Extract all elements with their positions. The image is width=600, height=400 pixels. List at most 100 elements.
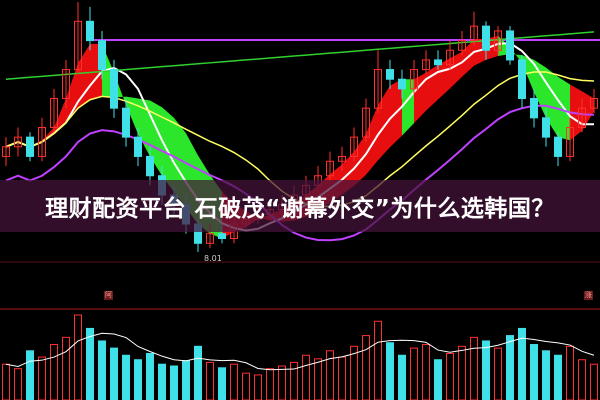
- candle-body: [146, 155, 154, 177]
- volume-bar: [110, 347, 118, 400]
- candle-body: [518, 59, 526, 100]
- candle-body: [470, 25, 478, 42]
- volume-bar: [542, 350, 550, 400]
- volume-bar: [206, 361, 214, 400]
- volume-bar: [74, 314, 82, 400]
- volume-bar: [230, 363, 238, 400]
- volume-bar: [122, 354, 130, 400]
- volume-bar: [290, 361, 298, 400]
- volume-bar: [302, 354, 310, 400]
- volume-bar: [2, 363, 10, 400]
- volume-bar: [470, 336, 478, 400]
- volume-bar: [578, 359, 586, 400]
- candle-body: [590, 98, 598, 109]
- volume-bar: [458, 345, 466, 400]
- volume-bar: [386, 342, 394, 400]
- candle-body: [506, 30, 514, 61]
- low-price-label: 8.01: [204, 254, 222, 263]
- candle-body: [530, 98, 538, 119]
- volume-bar: [518, 327, 526, 400]
- ma-ribbon-segment: [426, 64, 438, 111]
- candle-body: [62, 69, 70, 100]
- volume-bar: [494, 347, 502, 400]
- candle-body: [362, 107, 370, 138]
- volume-bar: [350, 345, 358, 400]
- headline-title: 理财配资平台 石破茂“谢幕外交”为什么选韩国？: [45, 196, 555, 222]
- candle-body: [14, 136, 22, 148]
- volume-ma-line: [5, 332, 595, 371]
- volume-bar: [134, 359, 142, 400]
- volume-bar: [590, 363, 598, 400]
- candle-body: [494, 30, 502, 51]
- candle-body: [350, 136, 358, 157]
- candle-body: [338, 155, 346, 162]
- volume-bar: [62, 336, 70, 400]
- candle-body: [398, 78, 406, 90]
- candle-body: [578, 107, 586, 128]
- volume-bar: [254, 374, 262, 400]
- ma-ribbon-segment: [534, 59, 546, 118]
- volume-bar: [170, 365, 178, 400]
- volume-bar: [398, 354, 406, 400]
- candle-body: [434, 59, 442, 66]
- candle-body: [86, 20, 94, 42]
- volume-bar: [86, 327, 94, 400]
- volume-bar: [14, 368, 22, 400]
- volume-bar: [362, 335, 370, 400]
- volume-bar: [266, 368, 274, 400]
- volume-bar: [554, 354, 562, 400]
- volume-bar: [506, 335, 514, 400]
- candle-body: [74, 20, 82, 71]
- candle-body: [554, 136, 562, 157]
- volume-bar: [530, 344, 538, 400]
- volume-bar: [158, 363, 166, 400]
- candle-body: [542, 117, 550, 138]
- volume-bar: [218, 367, 226, 400]
- candle-body: [38, 126, 46, 157]
- candle-body: [218, 233, 226, 239]
- candle-body: [122, 107, 130, 138]
- volume-bar: [338, 356, 346, 400]
- headline-banner: 理财配资平台 石破茂“谢幕外交”为什么选韩国？: [0, 180, 600, 232]
- ma-long-line: [5, 31, 595, 80]
- candle-body: [482, 25, 490, 51]
- ma-ribbon-segment: [366, 104, 378, 175]
- candle-body: [134, 136, 142, 157]
- candle-body: [458, 40, 466, 51]
- volume-bar: [374, 320, 382, 400]
- volume-bar: [98, 340, 106, 400]
- volume-tag-right: 涨: [584, 291, 593, 300]
- candle-body: [98, 40, 106, 71]
- volume-bar: [278, 365, 286, 400]
- volume-bar: [146, 352, 154, 400]
- ma-ribbon-segment: [378, 85, 390, 161]
- volume-bar: [314, 358, 322, 400]
- volume-bar: [434, 359, 442, 400]
- volume-bar: [194, 345, 202, 400]
- candle-body: [206, 233, 214, 244]
- volume-bar: [50, 344, 58, 400]
- ma-ribbon-segment: [450, 51, 462, 89]
- volume-bar: [422, 344, 430, 400]
- candle-body: [2, 146, 10, 157]
- volume-bar: [482, 340, 490, 400]
- candle-body: [50, 98, 58, 128]
- volume-bar: [410, 347, 418, 400]
- candle-body: [422, 59, 430, 71]
- candle-body: [110, 69, 118, 109]
- volume-bar: [446, 352, 454, 400]
- volume-bar: [182, 360, 190, 400]
- candle-body: [386, 69, 394, 80]
- volume-bar: [38, 356, 46, 400]
- volume-bar: [242, 372, 250, 400]
- ma-purple-line: [5, 104, 595, 242]
- candle-body: [26, 136, 34, 157]
- candle-body: [326, 160, 334, 177]
- volume-bar: [26, 350, 34, 400]
- ma-ribbon-segment: [402, 79, 414, 136]
- candle-body: [446, 49, 454, 66]
- ma-ribbon-segment: [138, 98, 150, 157]
- candle-body: [374, 69, 382, 109]
- volume-bar: [566, 345, 574, 400]
